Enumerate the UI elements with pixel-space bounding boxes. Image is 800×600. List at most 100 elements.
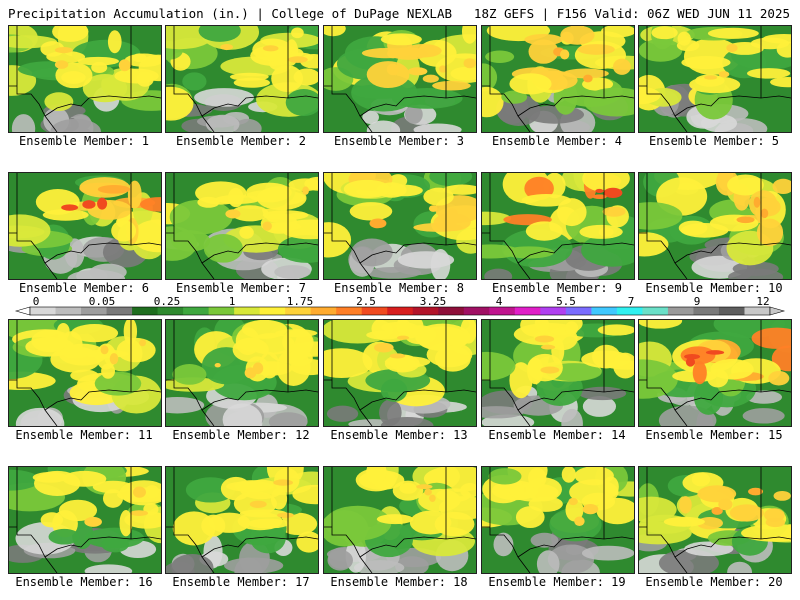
state-border-lines (482, 320, 634, 426)
state-border-lines (639, 320, 791, 426)
ensemble-member-map (481, 466, 635, 574)
ensemble-member-map (323, 319, 477, 427)
precip-field (9, 467, 161, 573)
colorbar-swatch (744, 307, 771, 315)
colorbar-swatch (310, 307, 337, 315)
precip-field (482, 467, 634, 573)
state-border-lines (324, 320, 476, 426)
precip-field (324, 26, 476, 132)
ensemble-member-label: Ensemble Member: 10 (645, 281, 783, 295)
colorbar-swatch (667, 307, 694, 315)
colorbar-swatch (259, 307, 286, 315)
ensemble-member-map (8, 466, 162, 574)
state-border-lines (166, 26, 318, 132)
ensemble-member-label: Ensemble Member: 9 (491, 281, 623, 295)
colorbar-swatch (157, 307, 184, 315)
colorbar-swatch (30, 307, 56, 315)
ensemble-member-label: Ensemble Member: 18 (330, 575, 468, 589)
colorbar-swatch (208, 307, 235, 315)
precip-field (324, 467, 476, 573)
ensemble-member-map (323, 172, 477, 280)
state-border-lines (482, 467, 634, 573)
state-border-lines (324, 26, 476, 132)
ensemble-member-map (165, 319, 319, 427)
state-border-lines (639, 26, 791, 132)
state-border-lines (9, 320, 161, 426)
ensemble-member-label: Ensemble Member: 1 (18, 134, 150, 148)
ensemble-member-label: Ensemble Member: 11 (15, 428, 153, 442)
precip-field (482, 173, 634, 279)
colorbar-tick-label: 9 (694, 297, 701, 308)
colorbar-swatch (693, 307, 720, 315)
ensemble-member-label: Ensemble Member: 15 (645, 428, 783, 442)
ensemble-member-map (638, 172, 792, 280)
colorbar-left-arrow (14, 306, 31, 316)
ensemble-member-label: Ensemble Member: 13 (330, 428, 468, 442)
colorbar-swatch (285, 307, 312, 315)
colorbar-tick-label: 2.5 (356, 297, 376, 308)
ensemble-member-map (638, 319, 792, 427)
ensemble-member-label: Ensemble Member: 19 (488, 575, 626, 589)
colorbar-swatch (336, 307, 363, 315)
state-border-lines (482, 26, 634, 132)
ensemble-member-map (323, 466, 477, 574)
colorbar-tick-label: 12 (756, 297, 769, 308)
colorbar-tick-label: 7 (628, 297, 635, 308)
ensemble-member-label: Ensemble Member: 2 (175, 134, 307, 148)
precip-field (482, 26, 634, 132)
colorbar-swatch (718, 307, 745, 315)
ensemble-member-label: Ensemble Member: 5 (648, 134, 780, 148)
colorbar-swatch (565, 307, 592, 315)
state-border-lines (166, 320, 318, 426)
state-border-lines (9, 173, 161, 279)
colorbar-tick-label: 4 (496, 297, 503, 308)
colorbar-tick-label: 0.25 (154, 297, 181, 308)
colorbar-tick-label: 0.05 (89, 297, 116, 308)
state-border-lines (9, 26, 161, 132)
state-border-lines (166, 173, 318, 279)
precip-field (324, 173, 476, 279)
ensemble-member-label: Ensemble Member: 3 (333, 134, 465, 148)
precip-colorbar: 0 0.05 0.25 1 1.75 2.5 3.25 4 5.5 7 9 12 (14, 297, 786, 316)
ensemble-member-label: Ensemble Member: 14 (488, 428, 626, 442)
ensemble-member-map (165, 25, 319, 133)
colorbar-swatch (591, 307, 618, 315)
ensemble-member-map (323, 25, 477, 133)
precip-field (166, 26, 318, 132)
ensemble-member-map (481, 172, 635, 280)
ensemble-member-label: Ensemble Member: 20 (645, 575, 783, 589)
colorbar-swatch (361, 307, 388, 315)
ensemble-member-map (8, 172, 162, 280)
ensemble-member-map (638, 466, 792, 574)
precip-field (166, 173, 318, 279)
ensemble-member-label: Ensemble Member: 7 (175, 281, 307, 295)
colorbar-swatch (234, 307, 261, 315)
colorbar-swatch (463, 307, 490, 315)
colorbar-swatch (132, 307, 158, 315)
colorbar-right-arrow (769, 306, 786, 316)
map-title: Precipitation Accumulation (in.) | Colle… (8, 6, 453, 21)
state-border-lines (639, 173, 791, 279)
colorbar-swatch (489, 307, 516, 315)
precip-field (639, 467, 791, 573)
colorbar-swatch (387, 307, 414, 315)
state-border-lines (9, 467, 161, 573)
colorbar-tick-label: 1.75 (287, 297, 314, 308)
ensemble-member-label: Ensemble Member: 12 (172, 428, 310, 442)
ensemble-member-map (481, 319, 635, 427)
precip-field (9, 26, 161, 132)
ensemble-member-map (638, 25, 792, 133)
precip-field (9, 320, 161, 426)
model-run-info: 18Z GEFS | F156 Valid: 06Z WED JUN 11 20… (473, 6, 790, 21)
precip-field (639, 26, 791, 132)
precip-field (482, 320, 634, 426)
colorbar-swatch (616, 307, 643, 315)
state-border-lines (639, 467, 791, 573)
colorbar-swatch (540, 307, 567, 315)
state-border-lines (324, 467, 476, 573)
ensemble-member-label: Ensemble Member: 8 (333, 281, 465, 295)
colorbar-swatch (81, 307, 107, 315)
ensemble-member-map (8, 25, 162, 133)
colorbar-swatch (412, 307, 439, 315)
ensemble-member-label: Ensemble Member: 16 (15, 575, 153, 589)
